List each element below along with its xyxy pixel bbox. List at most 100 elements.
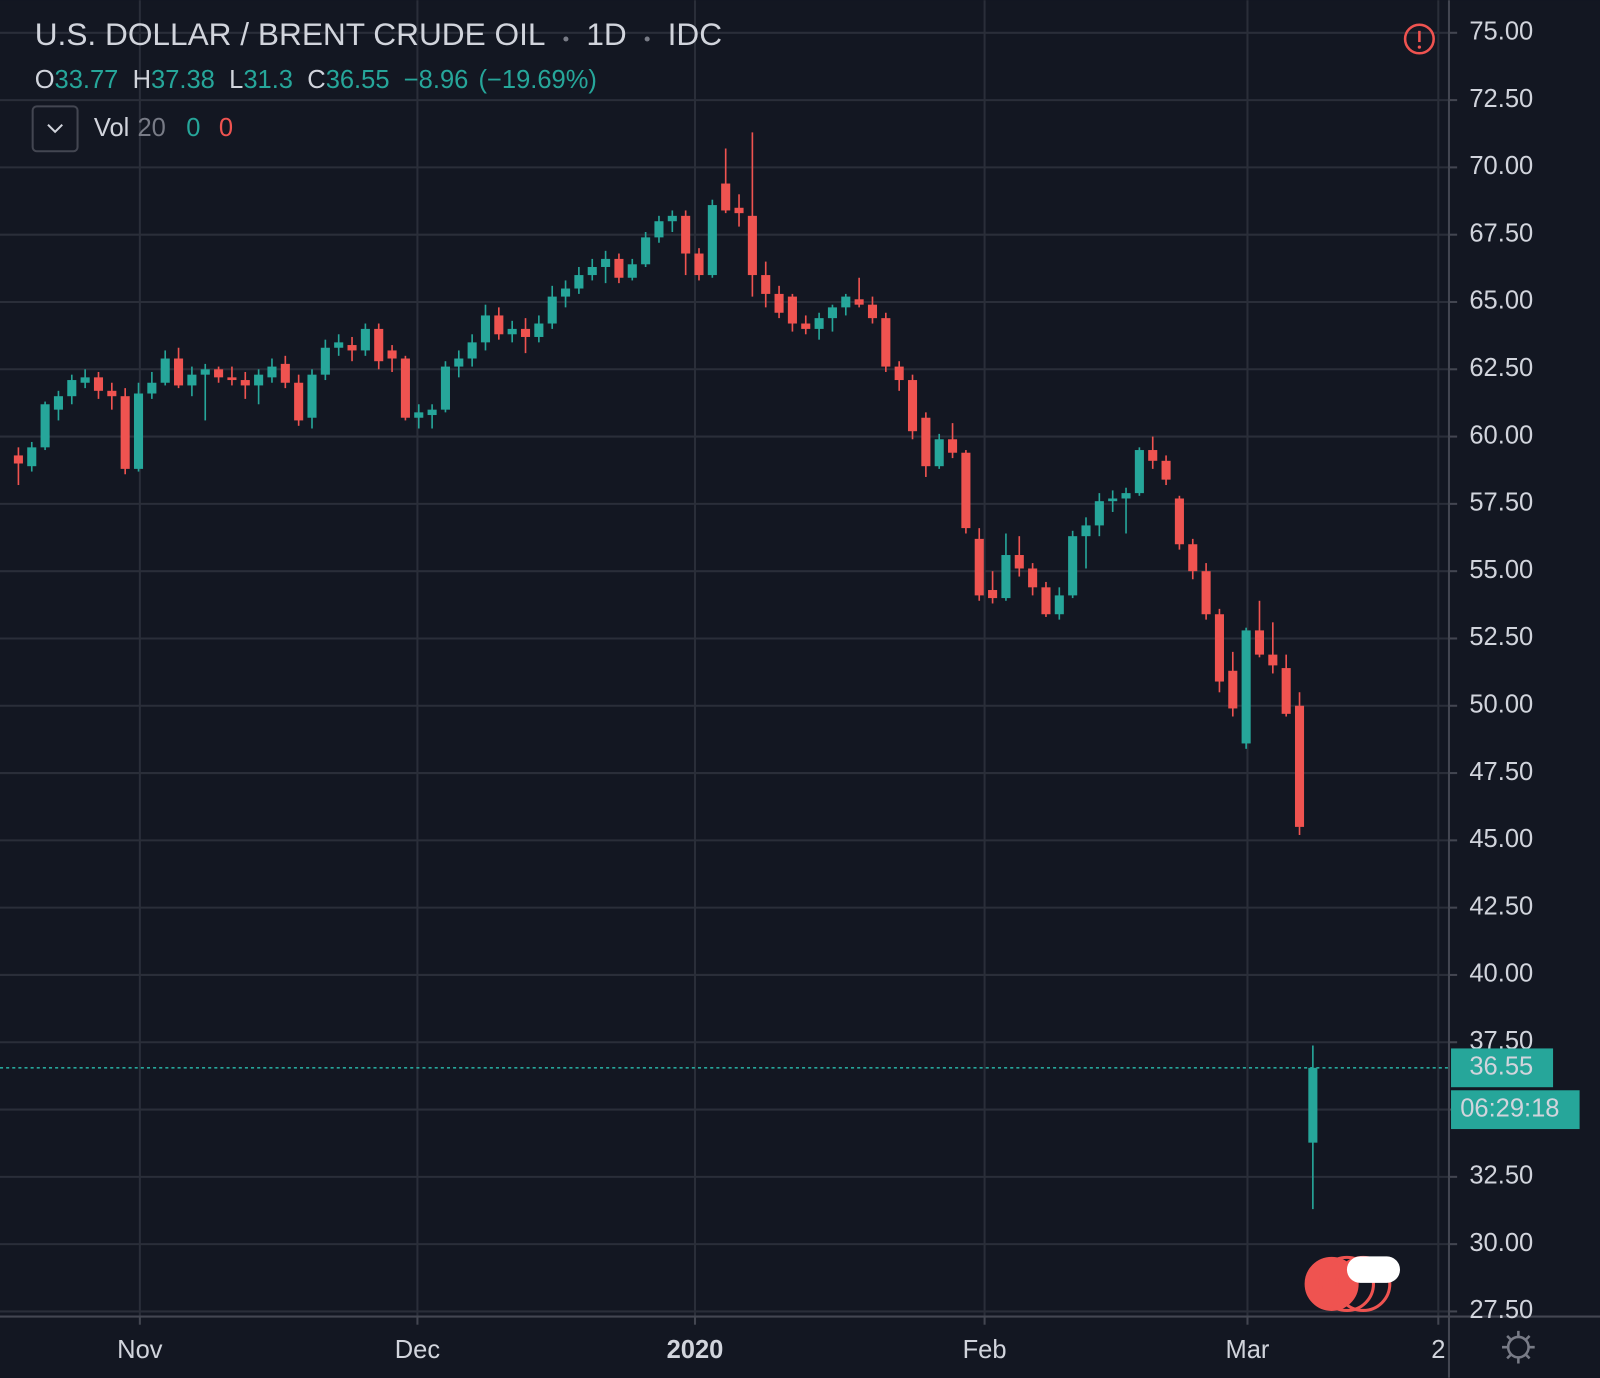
candle-body: [1161, 460, 1171, 480]
candle-body: [267, 366, 277, 378]
candle-body: [641, 237, 651, 265]
candle-body: [614, 258, 624, 278]
candle-body: [1281, 668, 1291, 714]
candle-body: [1268, 654, 1278, 666]
candle-body: [707, 205, 717, 276]
separator-dot: [563, 36, 569, 42]
symbol: U.S. DOLLAR / BRENT CRUDE OIL: [35, 16, 546, 52]
candle-body: [1041, 587, 1051, 615]
candle-body: [454, 358, 464, 367]
candle-body: [27, 447, 37, 467]
candle-body: [147, 382, 157, 394]
candle-body: [214, 369, 224, 378]
indicator-name: Vol: [94, 114, 129, 142]
chevron-icon: [47, 123, 63, 134]
event-icon[interactable]: [1304, 1256, 1359, 1311]
interval: 1D: [586, 16, 626, 52]
candle-body: [841, 296, 851, 308]
candle-body: [240, 380, 250, 386]
event-icon[interactable]: [1318, 1255, 1375, 1312]
y-tick-label: 47.50: [1469, 758, 1533, 786]
candle-body: [520, 328, 531, 337]
candle-body: [774, 293, 784, 313]
candle-body: [934, 439, 944, 467]
candle-body: [988, 590, 998, 599]
candle-body: [254, 374, 264, 386]
candle-body: [854, 299, 864, 305]
legend-key: H: [133, 66, 151, 94]
event-icons[interactable]: [1304, 1255, 1400, 1312]
warning-icon[interactable]: [1403, 23, 1435, 55]
candle-body: [80, 377, 90, 383]
candle-body: [414, 412, 424, 418]
change: −8.96: [404, 66, 469, 94]
last-price-box: [1451, 1048, 1554, 1088]
y-tick-label: 30.00: [1469, 1229, 1533, 1257]
candle-body: [881, 318, 891, 367]
candle-body: [347, 345, 357, 351]
candle-body: [40, 404, 50, 448]
candle-body: [1214, 614, 1224, 682]
candle-body: [761, 275, 771, 294]
candle-body: [187, 374, 197, 386]
candle-body: [334, 342, 344, 348]
candle-body: [400, 358, 410, 418]
legend-key: O: [35, 66, 55, 94]
candle-body: [467, 342, 477, 359]
candle-body: [961, 452, 971, 529]
candle-body: [1148, 450, 1158, 461]
y-tick-label: 42.50: [1469, 892, 1533, 920]
candle-body: [907, 380, 918, 432]
candle-body: [1188, 544, 1198, 572]
warning-dot: [1417, 45, 1422, 49]
legend-key: C: [307, 66, 325, 94]
volume-legend: Vol 20 0 0: [94, 114, 233, 142]
candle-body: [827, 307, 837, 319]
legend-key: L: [229, 66, 243, 94]
ohlc-legend: O33.77 H37.38 L31.3 C36.55 −8.96 (−19.69%): [35, 66, 597, 94]
candle-body: [734, 207, 744, 214]
candle-body: [747, 215, 757, 276]
candle-body: [67, 380, 77, 397]
countdown-label: 06:29:18: [1460, 1094, 1559, 1122]
candle-body: [294, 382, 304, 421]
legend-value: 33.77: [55, 66, 119, 94]
x-tick-label: Nov: [117, 1336, 163, 1364]
candle-body: [200, 369, 210, 375]
y-tick-label: 57.50: [1469, 489, 1533, 517]
y-tick-label: 27.50: [1469, 1296, 1533, 1324]
y-tick-label: 62.50: [1469, 354, 1533, 382]
x-tick-label: Feb: [963, 1336, 1007, 1364]
candle-body: [667, 215, 677, 222]
volume-down: 0: [219, 114, 233, 142]
x-tick-label: 2: [1431, 1336, 1445, 1364]
candle-body: [1108, 498, 1118, 502]
candle-body: [547, 296, 557, 324]
candle-body: [1054, 595, 1064, 615]
candle-body: [387, 350, 397, 359]
candle-body: [574, 275, 584, 289]
x-tick-label: Dec: [395, 1336, 441, 1364]
settings-icon[interactable]: [1502, 1330, 1535, 1364]
candle-body: [53, 396, 63, 410]
y-tick-label: 65.00: [1469, 287, 1533, 315]
candle-body: [654, 221, 664, 238]
candle-body: [1308, 1067, 1318, 1143]
candle-body: [133, 393, 144, 469]
y-tick-label: 67.50: [1469, 219, 1533, 247]
y-tick-label: 70.00: [1469, 152, 1533, 180]
gear-teeth: [1502, 1330, 1535, 1364]
last-price-label: 36.55: [1469, 1053, 1533, 1081]
candle-body: [1081, 525, 1091, 537]
source: IDC: [668, 16, 722, 52]
y-tick-label: 55.00: [1469, 556, 1533, 584]
y-tick-label: 72.50: [1469, 85, 1533, 113]
collapse-button[interactable]: [31, 105, 79, 153]
candle-body: [601, 258, 611, 267]
volume-up: 0: [186, 114, 200, 142]
candle-body: [948, 439, 958, 453]
indicator-length: 20: [137, 114, 165, 142]
candle-body: [160, 358, 170, 383]
candle-body: [93, 377, 104, 391]
